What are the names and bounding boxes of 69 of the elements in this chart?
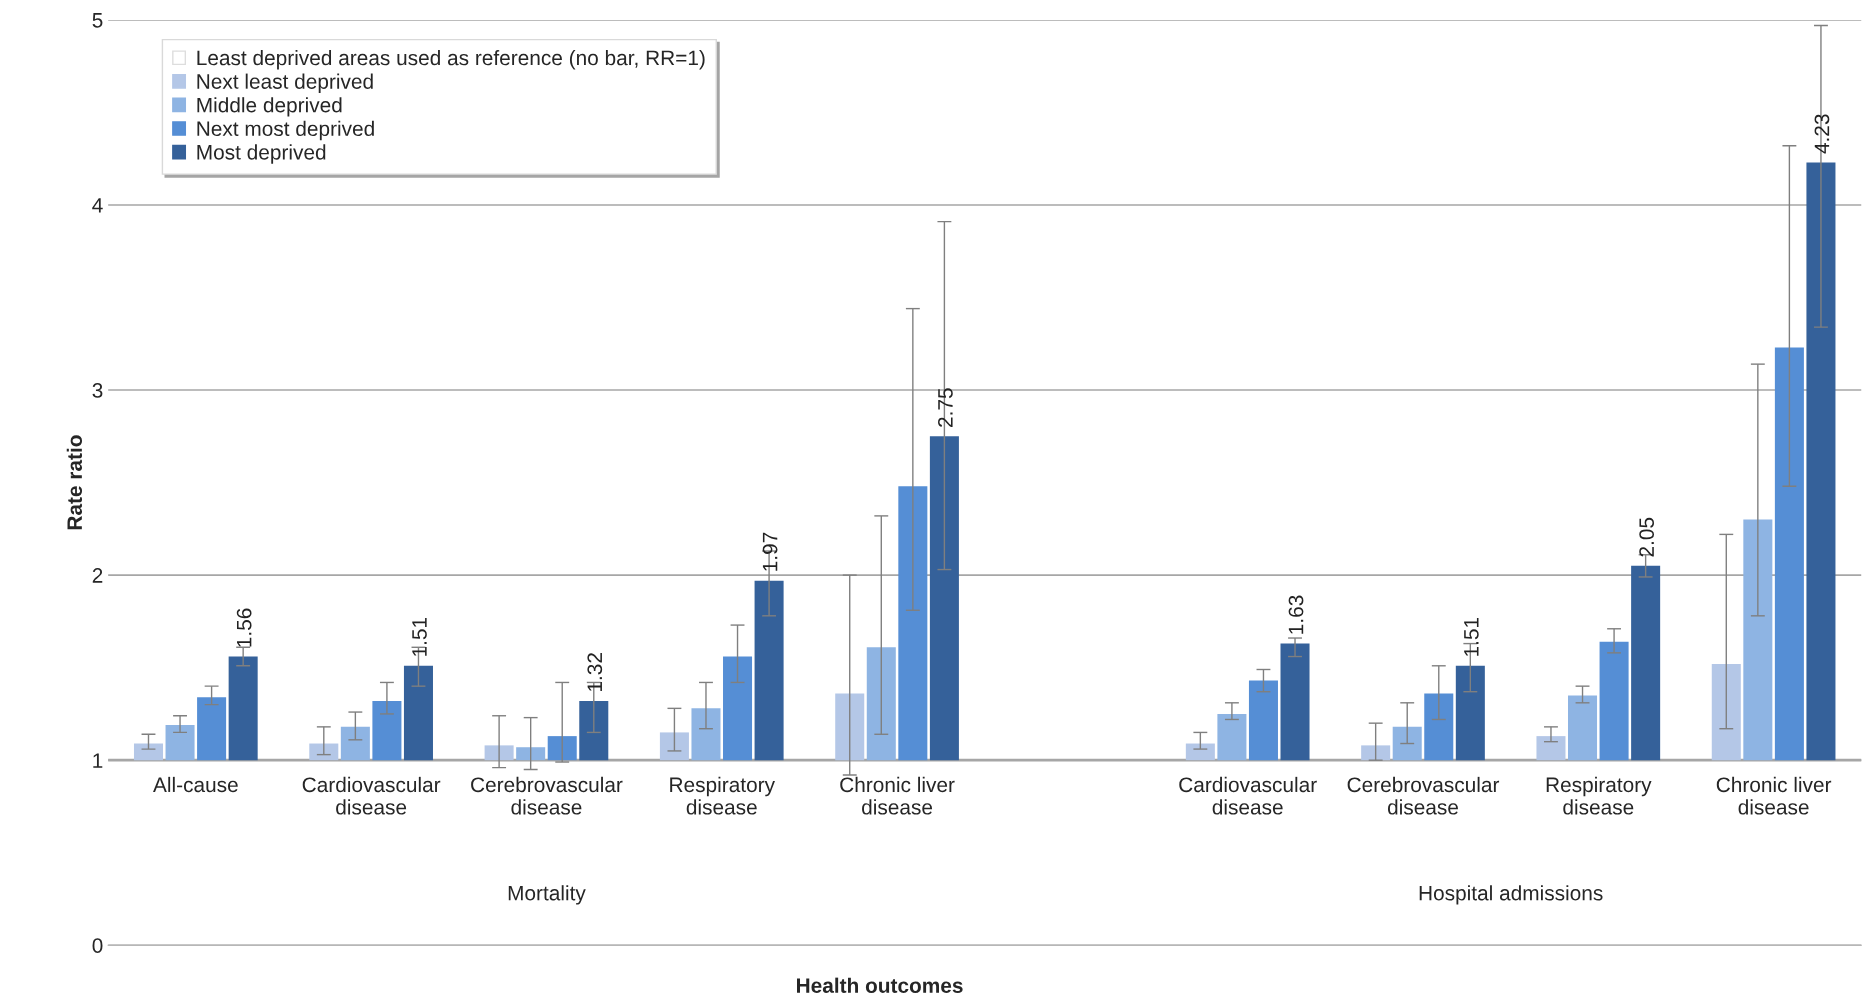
bar	[1361, 745, 1391, 761]
y-tick-label: 5	[92, 13, 103, 28]
bar	[723, 656, 753, 761]
bar	[579, 700, 609, 761]
bar	[1743, 519, 1773, 761]
legend-label: Middle deprived	[197, 97, 342, 117]
annotation: Hospital admissions	[1419, 885, 1603, 905]
y-tick-label: 0	[92, 938, 103, 953]
y-tick-label: 3	[92, 383, 103, 398]
legend-label: Next most deprived	[197, 120, 374, 141]
bar	[1806, 162, 1836, 761]
data-label: 1.51	[1464, 617, 1479, 656]
bar	[929, 436, 959, 761]
bar	[691, 708, 721, 761]
legend-label: Least deprived areas used as reference (no bar, RR=1)	[197, 49, 705, 70]
bar	[165, 725, 195, 761]
bar	[1536, 736, 1566, 761]
data-label: 2.05	[1639, 517, 1655, 557]
x-tick-label: Chronic liver disease	[1716, 776, 1832, 815]
bar	[1711, 663, 1741, 761]
data-label: 2.75	[938, 388, 953, 427]
bar	[403, 665, 433, 761]
bar	[340, 726, 370, 761]
bar	[1424, 693, 1454, 761]
bar	[1774, 347, 1804, 761]
x-tick-label: Chronic liver disease	[840, 776, 955, 815]
y-tick-label: 1	[93, 753, 103, 768]
annotation: Mortality	[508, 885, 586, 905]
bar	[1185, 743, 1215, 761]
x-tick-label: Cardiovascular disease	[302, 776, 441, 815]
y-tick-label: 4	[92, 198, 103, 213]
x-tick-label: Respiratory disease	[1546, 776, 1652, 815]
x-tick-label: Cerebrovascular disease	[1347, 776, 1500, 815]
bar	[835, 693, 865, 761]
x-tick-label: Cardiovascular disease	[1179, 776, 1317, 815]
bar	[1455, 665, 1485, 761]
bar	[898, 486, 928, 761]
bar	[309, 743, 339, 761]
bar	[1280, 643, 1310, 761]
x-tick-label: Cerebrovascular disease	[471, 776, 623, 815]
bar	[484, 745, 514, 761]
x-tick-label: All-cause	[153, 776, 238, 793]
bar	[197, 697, 227, 761]
legend-label: Most deprived	[197, 144, 326, 164]
bar	[1248, 680, 1278, 761]
y-axis-title: Rate ratio	[66, 435, 83, 530]
bar	[754, 580, 784, 761]
x-tick-label: Respiratory disease	[670, 776, 775, 815]
bar	[1631, 565, 1661, 761]
bar	[547, 736, 577, 761]
data-label: 1.63	[1288, 595, 1304, 634]
bar	[1568, 695, 1598, 761]
data-label: 1.97	[762, 532, 778, 571]
data-label: 1.32	[587, 653, 603, 692]
y-tick-label: 2	[92, 568, 103, 583]
bar	[372, 700, 402, 761]
bar	[659, 732, 689, 761]
legend-label: Next least deprived	[197, 73, 373, 93]
bar	[1599, 641, 1629, 761]
bar	[1217, 713, 1247, 761]
bar	[516, 747, 546, 761]
bar	[866, 647, 896, 761]
data-label: 1.56	[236, 608, 252, 647]
data-label: 4.23	[1814, 114, 1830, 154]
bar	[1392, 726, 1422, 761]
x-axis-title: Health outcomes	[797, 977, 963, 993]
data-label: 1.51	[412, 617, 427, 656]
bar	[228, 656, 258, 761]
bar	[133, 743, 164, 761]
